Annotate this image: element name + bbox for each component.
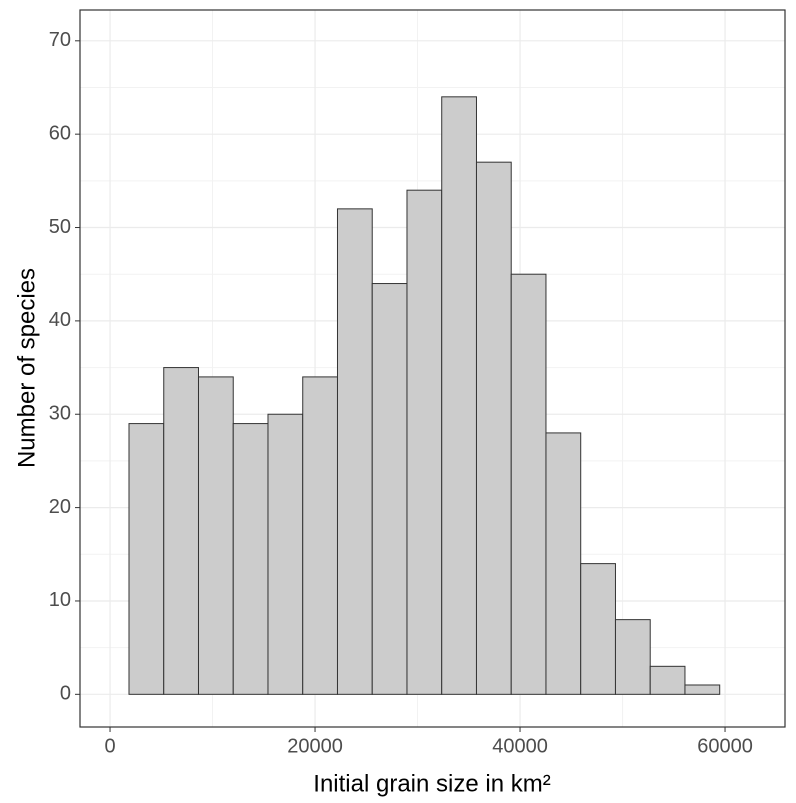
y-tick-label: 20 <box>49 496 71 518</box>
x-tick-label: 60000 <box>697 735 753 757</box>
histogram-bar <box>336 208 373 695</box>
histogram-bar <box>302 376 338 695</box>
histogram-bar <box>614 619 651 695</box>
histogram-bar <box>163 367 199 695</box>
x-tick-label: 0 <box>104 735 115 757</box>
histogram-bar <box>475 161 512 695</box>
histogram-bar <box>441 96 477 695</box>
histogram-bar <box>684 684 721 695</box>
y-tick-label: 40 <box>49 309 71 331</box>
histogram-bar <box>267 413 304 695</box>
histogram-bar <box>232 423 269 695</box>
x-axis-label: Initial grain size in km² <box>313 770 550 797</box>
histogram-bar <box>197 376 234 695</box>
histogram-bar <box>128 423 165 695</box>
y-tick-label: 10 <box>49 589 71 611</box>
plot-border <box>79 9 786 728</box>
histogram-bar <box>545 432 582 695</box>
y-tick-label: 50 <box>49 216 71 238</box>
x-tick-label: 20000 <box>287 735 343 757</box>
y-tick-label: 60 <box>49 122 71 144</box>
histogram-bar <box>510 273 547 695</box>
y-tick-label: 0 <box>60 683 71 705</box>
histogram-bar <box>406 189 443 695</box>
histogram-bar <box>371 283 408 695</box>
y-axis-label: Number of species <box>13 268 40 468</box>
histogram-bar <box>649 665 686 695</box>
histogram-bar <box>580 563 616 695</box>
y-tick-label: 30 <box>49 403 71 425</box>
x-tick-label: 40000 <box>492 735 548 757</box>
y-tick-label: 70 <box>49 29 71 51</box>
